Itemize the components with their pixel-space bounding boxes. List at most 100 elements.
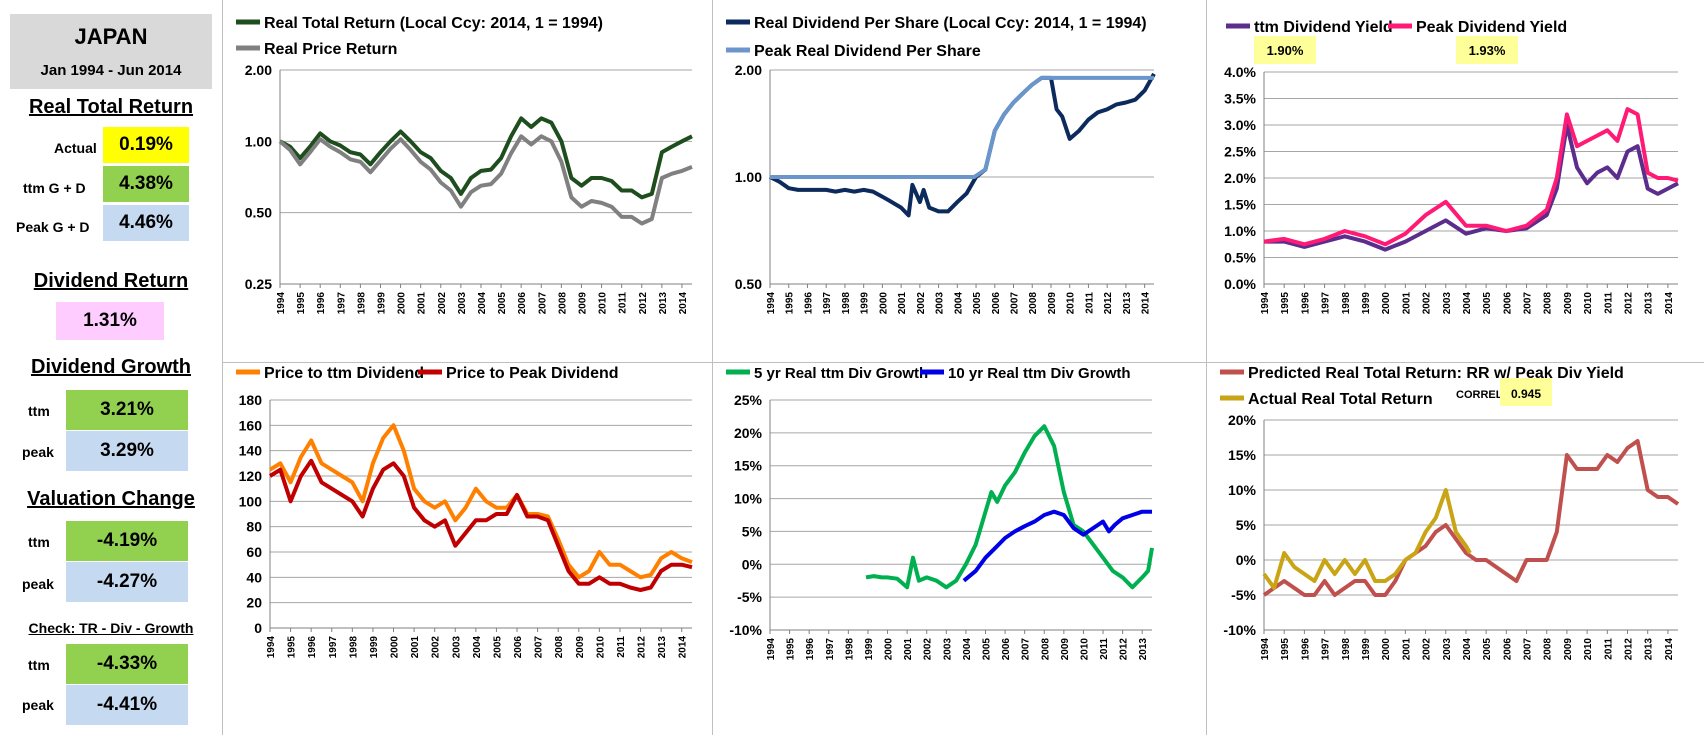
x-tick-label: 1994 [266,636,277,659]
x-tick-label: 2003 [1442,292,1453,315]
x-tick-label: 2011 [618,292,629,314]
x-tick-label: 2010 [598,292,609,315]
x-tick-label: 1996 [803,292,814,315]
div-growth-chart: 25% 20% 15% 10% 5% 0% -5% -10% 1994 1995 1996 1997 1… [726,365,1154,661]
x-tick-label: 1995 [287,636,298,659]
x-tick-label: 1999 [1361,638,1372,661]
series-line-2 [770,75,1154,179]
legend-label: Price to Peak Dividend [446,365,619,382]
x-tick-label: 1994 [1260,638,1271,661]
y-tick-label: 1.5% [1224,197,1256,213]
x-tick-label: 2008 [1040,638,1051,661]
chart-panel-dividend-per-share: 2.00 1.00 0.50 1994 1995 1996 1997 1998 1999 2000… [712,0,1207,363]
x-tick-label: 2003 [942,638,953,661]
real-returns-chart: 2.00 1.00 0.50 0.25 1994 1995 1996 1997 1998 1999… [236,15,693,315]
x-tick-label: 2001 [410,636,421,659]
x-tick-label: 1994 [1260,292,1271,315]
ttm-gd-value: 4.38% [103,166,189,202]
x-tick-label: 2005 [1482,638,1493,661]
y-tick-label: 3.5% [1224,91,1256,107]
x-tick-label: 2013 [658,292,669,315]
x-tick-label: 2013 [1644,292,1655,315]
x-tick-label: 2003 [457,292,468,315]
yield-badge-label: 1.93% [1469,43,1506,58]
x-tick-label: 2004 [953,292,964,315]
y-tick-label: 100 [239,493,263,509]
x-tick-label: 2006 [1502,638,1513,661]
x-tick-label: 2001 [903,638,914,661]
y-tick-label: 120 [239,468,263,484]
x-tick-label: 1998 [348,636,359,659]
x-tick-label: 2006 [1001,638,1012,661]
x-tick-label: 2006 [517,292,528,315]
x-tick-label: 2004 [477,292,488,315]
x-tick-label: 1999 [376,292,387,315]
y-tick-label: 60 [246,544,262,560]
x-tick-label: 1994 [766,292,777,315]
x-tick-label: 2008 [1543,292,1554,315]
real-total-return-title: Real Total Return [28,96,194,118]
x-tick-label: 1995 [296,292,307,315]
x-tick-label: 1998 [1341,638,1352,661]
div-growth-ttm-label: ttm [28,403,50,419]
x-tick-label: 2008 [557,292,568,315]
x-tick-label: 1996 [805,638,816,661]
x-tick-label: 1995 [785,292,796,315]
y-tick-label: 5% [742,523,763,539]
check-peak-label: peak [22,697,54,713]
chart-panel-predicted-return: 20% 15% 10% 5% 0% -5% -10% 1994 1995 1996 1997 1998… [1206,362,1704,735]
x-tick-label: 1997 [822,292,833,315]
x-tick-label: 2005 [981,638,992,661]
val-change-ttm-value: -4.19% [66,521,188,561]
div-growth-ttm-value: 3.21% [66,390,188,430]
x-tick-label: 2012 [1624,292,1635,315]
chart-panel-price-to-dividend: 180 160 140 120 100 80 60 40 20 0 1994 1995 1996 1997… [222,362,713,735]
legend-label: Peak Real Dividend Per Share [754,43,981,60]
x-tick-label: 2005 [492,636,503,659]
x-tick-label: 1994 [766,638,777,661]
series-line-1 [279,116,693,200]
x-tick-label: 2009 [575,636,586,659]
chart-panel-dividend-yield: 4.0% 3.5% 3.0% 2.5% 2.0% 1.5% 1.0% 0.5% 0.0% 1994… [1206,0,1704,363]
x-tick-label: 2000 [878,292,889,315]
val-change-peak-label: peak [22,576,54,592]
y-tick-label: 1.00 [735,169,762,185]
x-tick-label: 2007 [1523,638,1534,661]
actual-value: 0.19% [103,127,189,163]
y-tick-label: -5% [1231,587,1256,603]
x-tick-label: 2013 [1122,292,1133,315]
x-tick-label: 2007 [1021,638,1032,661]
x-tick-label: 2004 [472,636,483,659]
x-tick-label: 2008 [554,636,565,659]
x-tick-label: 2011 [616,636,627,658]
y-tick-label: 0.5% [1224,250,1256,266]
x-tick-label: 1998 [844,638,855,661]
yield-badge [1456,36,1518,64]
series-line-2 [1263,107,1679,247]
div-growth-peak-label: peak [22,444,54,460]
legend-label: Real Total Return (Local Ccy: 2014, 1 = … [264,15,603,32]
check-peak-value: -4.41% [66,685,188,725]
y-tick-label: 0.0% [1224,276,1256,292]
peak-gd-value: 4.46% [103,205,189,241]
x-tick-label: 2009 [1047,292,1058,315]
x-tick-label: 1999 [369,636,380,659]
x-tick-label: 1995 [786,638,797,661]
x-tick-label: 2002 [1422,292,1433,315]
x-tick-label: 2004 [1462,292,1473,315]
legend-label: 5 yr Real ttm Div Growth [754,365,928,382]
y-tick-label: 5% [1236,517,1257,533]
x-tick-label: 2010 [1583,638,1594,661]
dividend-return-title: Dividend Return [33,270,189,292]
x-tick-label: 2011 [1099,638,1110,660]
check-title: Check: TR - Div - Growth [28,620,194,636]
x-tick-label: 2006 [513,636,524,659]
legend-label: Predicted Real Total Return: RR w/ Peak … [1248,365,1624,382]
x-tick-label: 2009 [1563,638,1574,661]
x-tick-label: 2001 [1401,292,1412,315]
x-tick-label: 2012 [1103,292,1114,315]
val-change-ttm-label: ttm [28,534,50,550]
correl-value: 0.945 [1511,387,1541,401]
x-tick-label: 2005 [1482,292,1493,315]
x-tick-label: 1997 [1321,292,1332,315]
